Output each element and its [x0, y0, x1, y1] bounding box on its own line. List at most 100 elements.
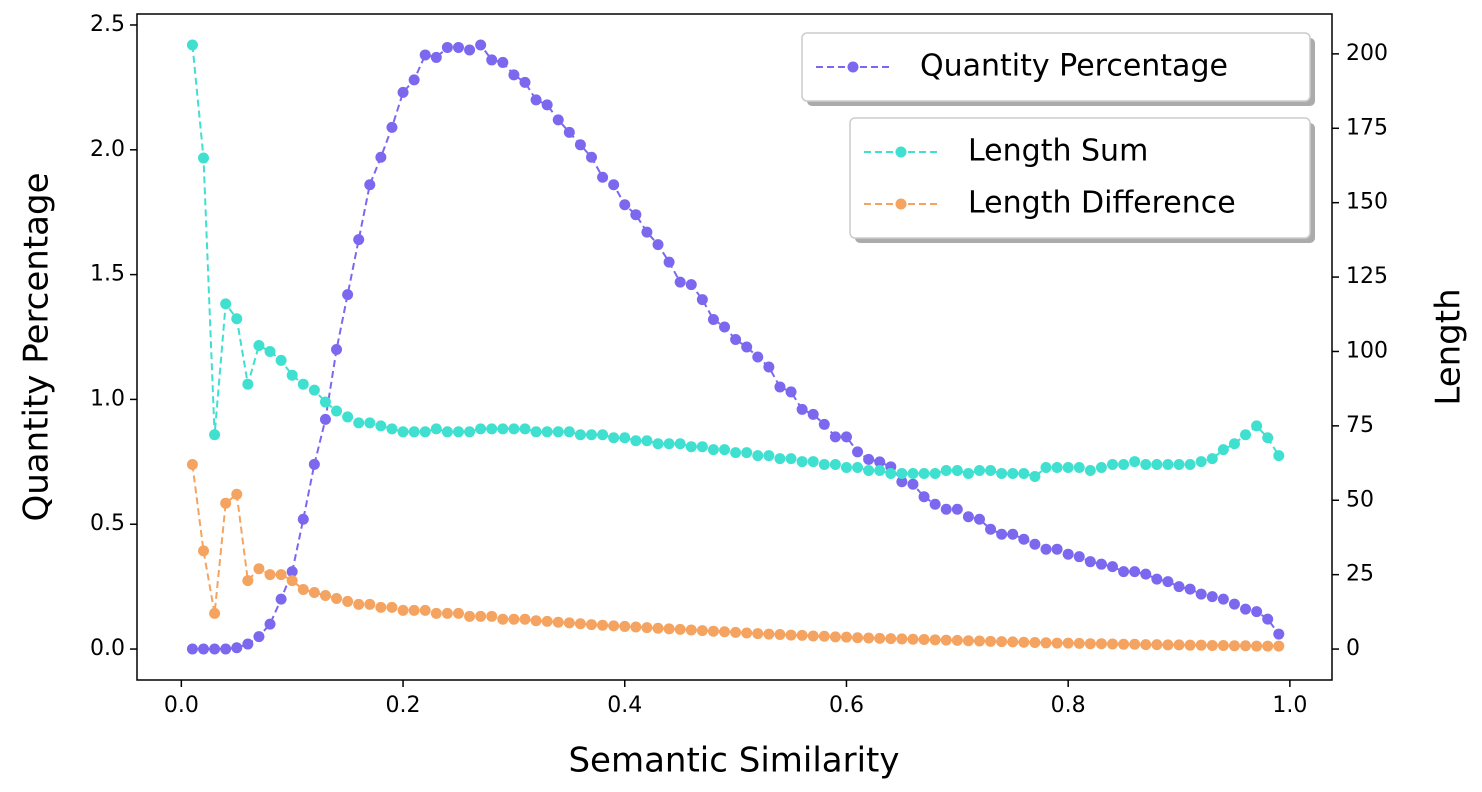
- data-point: [353, 417, 365, 429]
- data-point: [840, 631, 852, 643]
- data-point: [1240, 603, 1252, 615]
- data-point: [818, 459, 830, 471]
- data-point: [430, 607, 442, 619]
- data-point: [985, 464, 997, 476]
- data-point: [896, 476, 908, 488]
- data-point: [508, 69, 520, 81]
- data-point: [985, 635, 997, 647]
- data-point: [1217, 444, 1229, 456]
- data-point: [574, 429, 586, 441]
- data-point: [253, 631, 265, 643]
- data-point: [663, 438, 675, 450]
- data-point: [541, 426, 553, 438]
- x-tick-label: 0.6: [829, 693, 864, 718]
- data-point: [985, 523, 997, 535]
- data-point: [996, 467, 1008, 479]
- data-point: [1040, 543, 1052, 555]
- y2-tick-label: 0: [1346, 636, 1360, 661]
- data-point: [1184, 459, 1196, 471]
- x-tick-label: 0.2: [386, 693, 421, 718]
- data-point: [286, 566, 298, 578]
- data-point: [1273, 450, 1285, 462]
- data-point: [397, 604, 409, 616]
- data-point: [519, 423, 531, 435]
- data-point: [364, 598, 376, 610]
- data-point: [796, 456, 808, 468]
- data-point: [940, 464, 952, 476]
- y2-tick-label: 75: [1346, 413, 1374, 438]
- data-point: [1051, 462, 1063, 474]
- data-point: [696, 625, 708, 637]
- data-point: [741, 341, 753, 353]
- x-tick-label: 0.4: [607, 693, 642, 718]
- data-point: [973, 464, 985, 476]
- data-point: [585, 619, 597, 631]
- data-point: [1029, 637, 1041, 649]
- data-point: [907, 478, 919, 490]
- data-point: [630, 209, 642, 221]
- data-point: [1184, 583, 1196, 595]
- data-point: [1173, 639, 1185, 651]
- data-point: [962, 511, 974, 523]
- data-point: [530, 615, 542, 627]
- data-point: [452, 426, 464, 438]
- data-point: [441, 426, 453, 438]
- legend-marker: [847, 61, 859, 73]
- data-point: [475, 39, 487, 51]
- data-point: [1062, 462, 1074, 474]
- data-point: [386, 121, 398, 133]
- data-point: [375, 601, 387, 613]
- data-point: [1018, 636, 1030, 648]
- legend: Length Sum Length Difference: [849, 117, 1315, 243]
- data-point: [962, 467, 974, 479]
- data-point: [685, 441, 697, 453]
- y-tick-label: 1.0: [90, 386, 125, 411]
- legend: Quantity Percentage: [801, 32, 1315, 106]
- data-point: [696, 441, 708, 453]
- data-point: [1029, 470, 1041, 482]
- data-point: [663, 256, 675, 268]
- data-point: [486, 423, 498, 435]
- data-point: [663, 623, 675, 635]
- data-point: [652, 622, 664, 634]
- data-point: [1206, 639, 1218, 651]
- data-point: [918, 467, 930, 479]
- data-point: [497, 613, 509, 625]
- legend-marker: [895, 146, 907, 158]
- data-point: [597, 429, 609, 441]
- data-point: [674, 623, 686, 635]
- data-point: [1007, 636, 1019, 648]
- data-point: [741, 627, 753, 639]
- data-point: [331, 343, 343, 355]
- data-point: [896, 467, 908, 479]
- data-point: [297, 584, 309, 596]
- data-point: [319, 413, 331, 425]
- y2-tick-label: 175: [1346, 115, 1388, 140]
- data-point: [1262, 432, 1274, 444]
- data-point: [918, 491, 930, 503]
- data-point: [1217, 593, 1229, 605]
- data-point: [818, 418, 830, 430]
- data-point: [1084, 638, 1096, 650]
- data-point: [707, 314, 719, 326]
- data-point: [530, 426, 542, 438]
- data-point: [1040, 637, 1052, 649]
- y2-tick-label: 150: [1346, 190, 1388, 215]
- data-point: [719, 626, 731, 638]
- x-tick-label: 0.0: [164, 693, 199, 718]
- data-point: [730, 334, 742, 346]
- data-point: [186, 39, 198, 51]
- data-point: [674, 438, 686, 450]
- data-point: [242, 378, 254, 390]
- data-point: [973, 513, 985, 525]
- data-point: [619, 199, 631, 211]
- data-point: [563, 126, 575, 138]
- data-point: [530, 94, 542, 106]
- data-point: [1118, 459, 1130, 471]
- data-point: [1162, 459, 1174, 471]
- data-point: [863, 632, 875, 644]
- data-point: [752, 628, 764, 640]
- data-point: [1162, 576, 1174, 588]
- data-point: [186, 643, 198, 655]
